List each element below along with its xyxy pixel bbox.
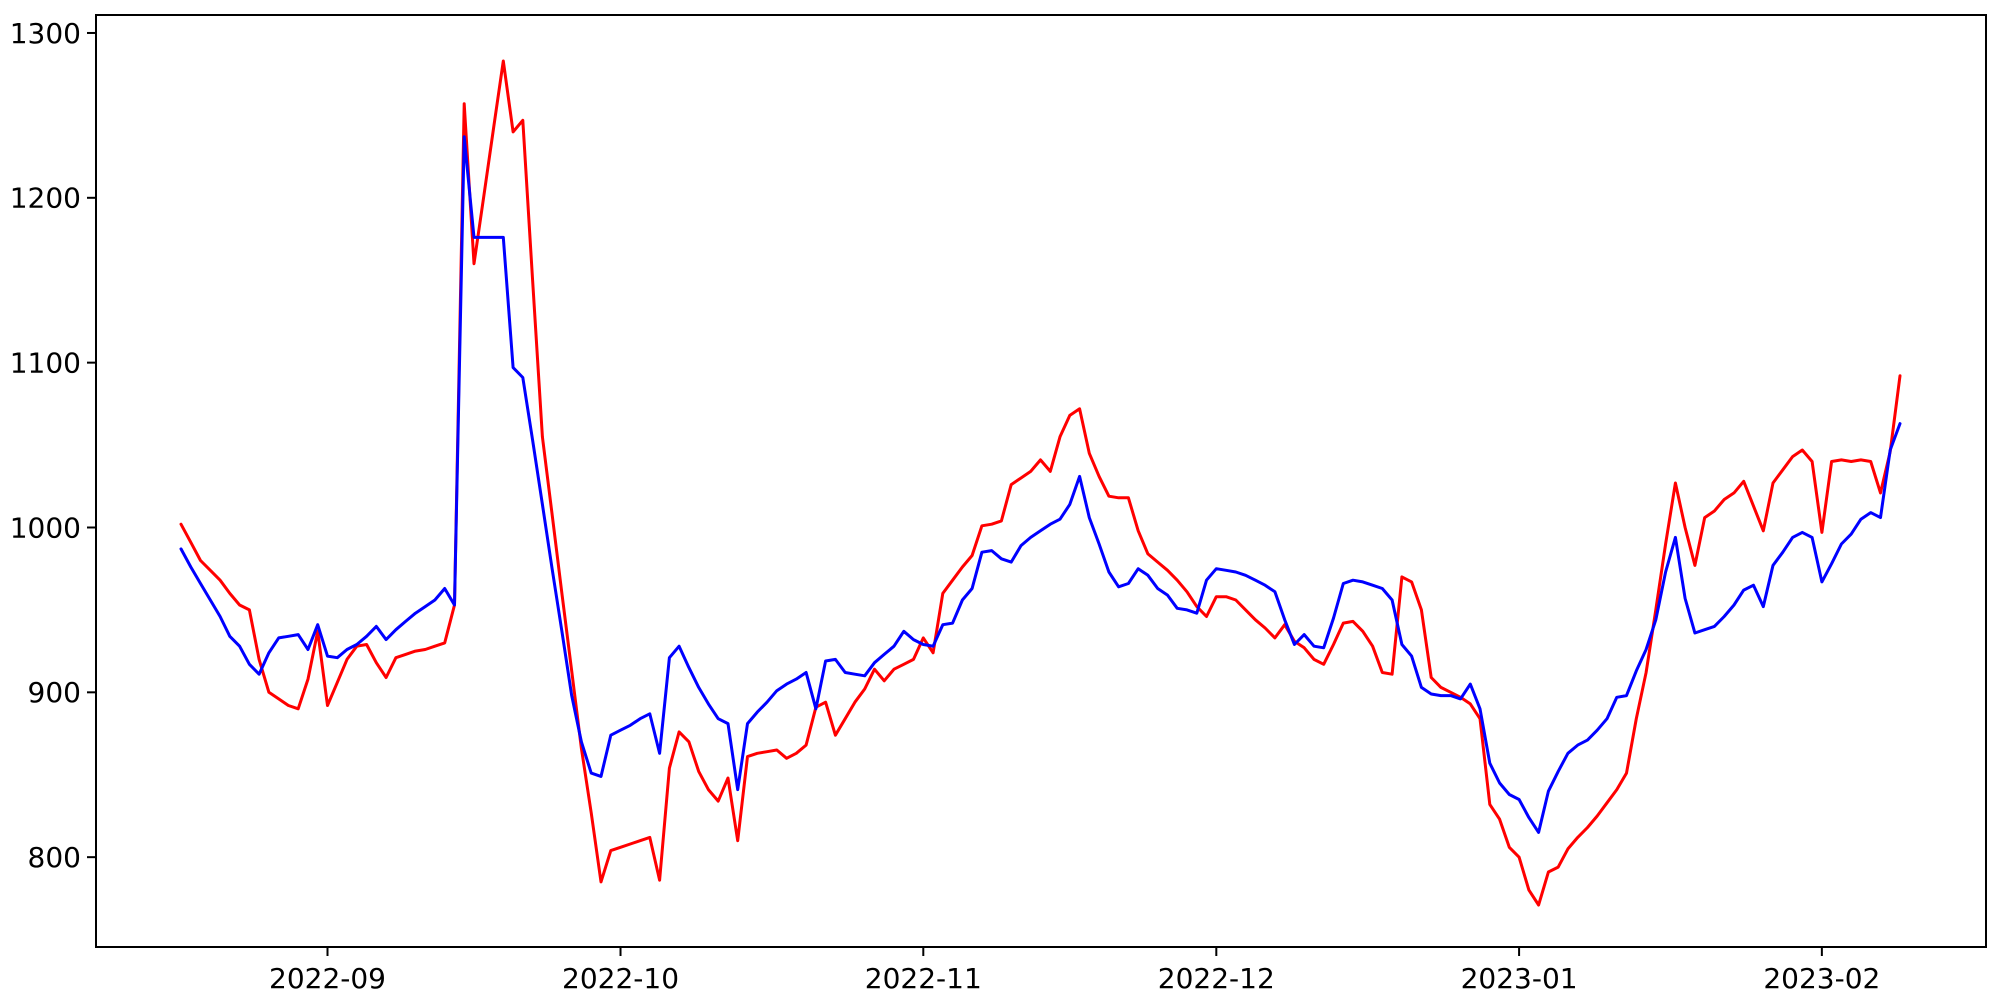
x-tick-label: 2023-01 xyxy=(1461,962,1578,995)
y-tick-label: 1300 xyxy=(10,17,81,50)
x-tick-label: 2022-11 xyxy=(865,962,982,995)
y-tick-label: 1100 xyxy=(10,346,81,379)
y-tick-label: 1000 xyxy=(10,511,81,544)
series-blue-line xyxy=(179,135,1902,834)
x-tick-label: 2022-10 xyxy=(562,962,679,995)
y-tick-label: 800 xyxy=(28,841,81,874)
plot-frame xyxy=(95,14,1987,948)
x-tick-label: 2022-12 xyxy=(1158,962,1275,995)
y-tick-label: 900 xyxy=(28,676,81,709)
y-tick-label: 1200 xyxy=(10,182,81,215)
x-tick-label: 2023-02 xyxy=(1763,962,1880,995)
x-tick-label: 2022-09 xyxy=(269,962,386,995)
